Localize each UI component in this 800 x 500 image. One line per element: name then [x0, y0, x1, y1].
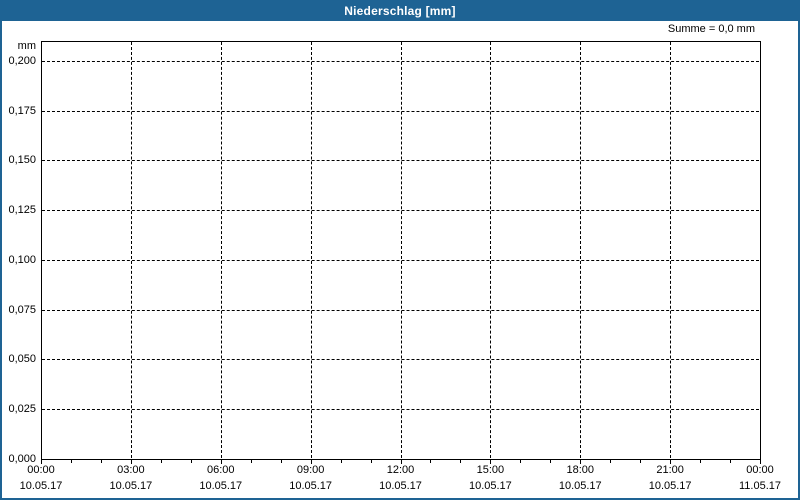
- x-minor-tick-mark: [101, 460, 102, 463]
- x-grid-line: [670, 42, 672, 458]
- y-tick-label: 0,200: [8, 54, 36, 67]
- x-grid-line: [130, 42, 132, 458]
- x-minor-tick-mark: [71, 460, 72, 463]
- x-time-label: 03:00: [117, 464, 145, 476]
- x-date-label: 10.05.17: [109, 480, 153, 492]
- x-minor-tick-mark: [281, 460, 282, 463]
- plot-area: [41, 41, 761, 460]
- x-date-label: 10.05.17: [379, 480, 422, 492]
- y-tick-label: 0,050: [8, 353, 36, 366]
- x-minor-tick-mark: [610, 460, 611, 463]
- x-grid-line: [400, 42, 402, 458]
- x-minor-tick-mark: [161, 460, 162, 463]
- x-time-label: 18:00: [566, 464, 595, 476]
- x-major-tick-mark: [401, 460, 402, 464]
- x-grid-line: [310, 42, 312, 458]
- y-tick-label: 0,150: [8, 154, 36, 167]
- x-minor-tick-mark: [251, 460, 252, 463]
- x-minor-tick-mark: [430, 460, 431, 463]
- x-time-label: 15:00: [476, 464, 505, 476]
- x-date-label: 10.05.17: [558, 480, 602, 492]
- x-major-tick-mark: [41, 460, 42, 464]
- x-grid-line: [580, 42, 582, 458]
- x-date-label: 10.05.17: [19, 480, 63, 492]
- x-grid-line: [490, 42, 492, 458]
- x-time-label: 00:00: [27, 464, 55, 476]
- x-time-label: 21:00: [656, 464, 684, 476]
- x-time-label: 00:00: [746, 464, 774, 476]
- x-time-label: 06:00: [206, 464, 235, 476]
- x-major-tick-mark: [580, 460, 581, 464]
- x-date-label: 10.05.17: [199, 480, 243, 492]
- x-minor-tick-mark: [640, 460, 641, 463]
- chart-title-bar: Niederschlag [mm]: [0, 0, 800, 21]
- x-date-label: 10.05.17: [289, 480, 333, 492]
- x-time-label: 09:00: [296, 464, 325, 476]
- y-tick-label: 0,100: [8, 253, 36, 266]
- x-major-tick-mark: [760, 460, 761, 464]
- x-grid-line: [220, 42, 222, 458]
- x-date-label: 10.05.17: [468, 480, 512, 492]
- x-major-tick-mark: [670, 460, 671, 464]
- x-minor-tick-mark: [520, 460, 521, 463]
- y-tick-label: 0,175: [8, 104, 36, 117]
- x-major-tick-mark: [490, 460, 491, 464]
- x-date-label: 10.05.17: [648, 480, 692, 492]
- x-major-tick-mark: [221, 460, 222, 464]
- x-time-label: 12:00: [386, 464, 415, 476]
- y-tick-label: 0,025: [8, 403, 36, 416]
- x-minor-tick-mark: [730, 460, 731, 463]
- x-date-label: 11.05.17: [738, 480, 781, 492]
- y-tick-label: 0,125: [8, 204, 36, 217]
- y-tick-label: 0,075: [8, 303, 36, 316]
- x-minor-tick-mark: [371, 460, 372, 463]
- x-major-tick-mark: [311, 460, 312, 464]
- y-axis-unit-label: mm: [17, 40, 36, 52]
- x-minor-tick-mark: [460, 460, 461, 463]
- x-major-tick-mark: [131, 460, 132, 464]
- sum-annotation: Summe = 0,0 mm: [667, 23, 755, 35]
- x-minor-tick-mark: [550, 460, 551, 463]
- x-minor-tick-mark: [700, 460, 701, 463]
- x-minor-tick-mark: [191, 460, 192, 463]
- y-tick-label: 0,000: [8, 453, 36, 465]
- chart-title: Niederschlag [mm]: [344, 3, 456, 18]
- x-minor-tick-mark: [341, 460, 342, 463]
